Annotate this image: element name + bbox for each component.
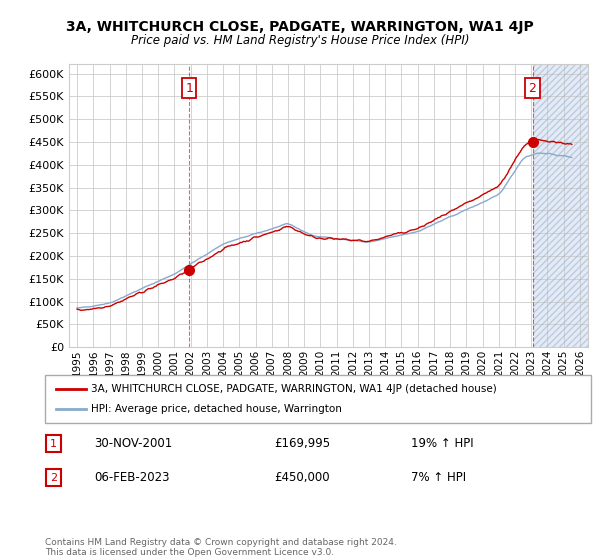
Text: 2: 2: [50, 473, 57, 483]
Text: 3A, WHITCHURCH CLOSE, PADGATE, WARRINGTON, WA1 4JP (detached house): 3A, WHITCHURCH CLOSE, PADGATE, WARRINGTO…: [91, 384, 497, 394]
Text: 19% ↑ HPI: 19% ↑ HPI: [411, 437, 473, 450]
Text: Contains HM Land Registry data © Crown copyright and database right 2024.
This d: Contains HM Land Registry data © Crown c…: [45, 538, 397, 557]
Text: 30-NOV-2001: 30-NOV-2001: [94, 437, 172, 450]
Text: 7% ↑ HPI: 7% ↑ HPI: [411, 471, 466, 484]
Text: £169,995: £169,995: [274, 437, 331, 450]
Text: 2: 2: [529, 82, 536, 95]
Text: 3A, WHITCHURCH CLOSE, PADGATE, WARRINGTON, WA1 4JP: 3A, WHITCHURCH CLOSE, PADGATE, WARRINGTO…: [66, 20, 534, 34]
Text: £450,000: £450,000: [274, 471, 330, 484]
Text: 1: 1: [50, 438, 56, 449]
Bar: [533, 64, 588, 347]
Text: 1: 1: [185, 82, 193, 95]
Text: Price paid vs. HM Land Registry's House Price Index (HPI): Price paid vs. HM Land Registry's House …: [131, 34, 469, 46]
Text: HPI: Average price, detached house, Warrington: HPI: Average price, detached house, Warr…: [91, 404, 342, 414]
Text: 06-FEB-2023: 06-FEB-2023: [94, 471, 170, 484]
